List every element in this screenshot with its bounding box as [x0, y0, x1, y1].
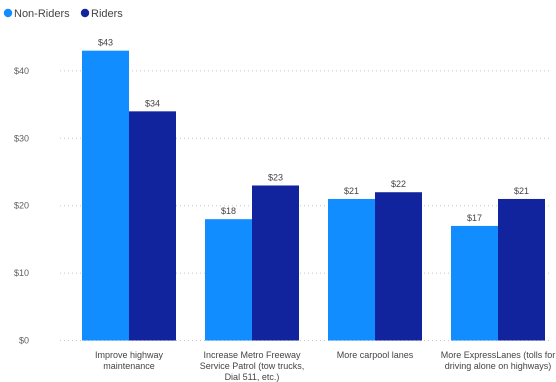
data-label: $21	[344, 186, 359, 196]
bar-non-riders	[205, 219, 252, 341]
y-tick-label: $10	[14, 268, 29, 278]
legend-label-riders: Riders	[91, 8, 123, 20]
x-category-label: More ExpressLanes (tolls for driving alon…	[441, 350, 556, 371]
data-label: $21	[514, 186, 529, 196]
data-label: $17	[467, 213, 482, 223]
y-tick-label: $20	[14, 201, 29, 211]
x-category-label-line: Increase Metro Freeway	[203, 350, 301, 360]
x-category-label-line: More carpool lanes	[337, 350, 414, 360]
x-category-label-line: maintenance	[103, 361, 155, 371]
data-label: $43	[98, 38, 113, 48]
legend-label-non-riders: Non-Riders	[14, 8, 70, 20]
data-label: $34	[145, 98, 160, 108]
bar-riders	[252, 185, 299, 341]
y-tick-label: $40	[14, 66, 29, 76]
y-tick-label: $0	[19, 336, 29, 346]
bar-non-riders	[451, 225, 498, 341]
x-category-label: Improve highway maintenance	[95, 350, 164, 371]
x-category-label: Increase Metro Freeway Service Patrol (to…	[200, 350, 305, 382]
bar-non-riders	[82, 50, 129, 341]
data-label: $23	[268, 172, 283, 182]
x-category-label-line: Service Patrol (tow trucks,	[200, 361, 305, 371]
x-category-label-line: driving alone on highways)	[445, 361, 552, 371]
bar-non-riders	[328, 198, 375, 341]
x-category-label: More carpool lanes	[337, 350, 414, 360]
data-label: $18	[221, 206, 236, 216]
bar-riders	[129, 111, 176, 341]
legend-marker-non-riders	[3, 8, 13, 18]
y-tick-label: $30	[14, 133, 29, 143]
data-label: $22	[391, 179, 406, 189]
x-category-label-line: More ExpressLanes (tolls for	[441, 350, 556, 360]
x-category-label-line: Improve highway	[95, 350, 164, 360]
bar-riders	[375, 192, 422, 341]
legend-marker-riders	[80, 8, 90, 18]
bar-riders	[498, 198, 545, 341]
x-category-label-line: Dial 511, etc.)	[225, 372, 280, 382]
